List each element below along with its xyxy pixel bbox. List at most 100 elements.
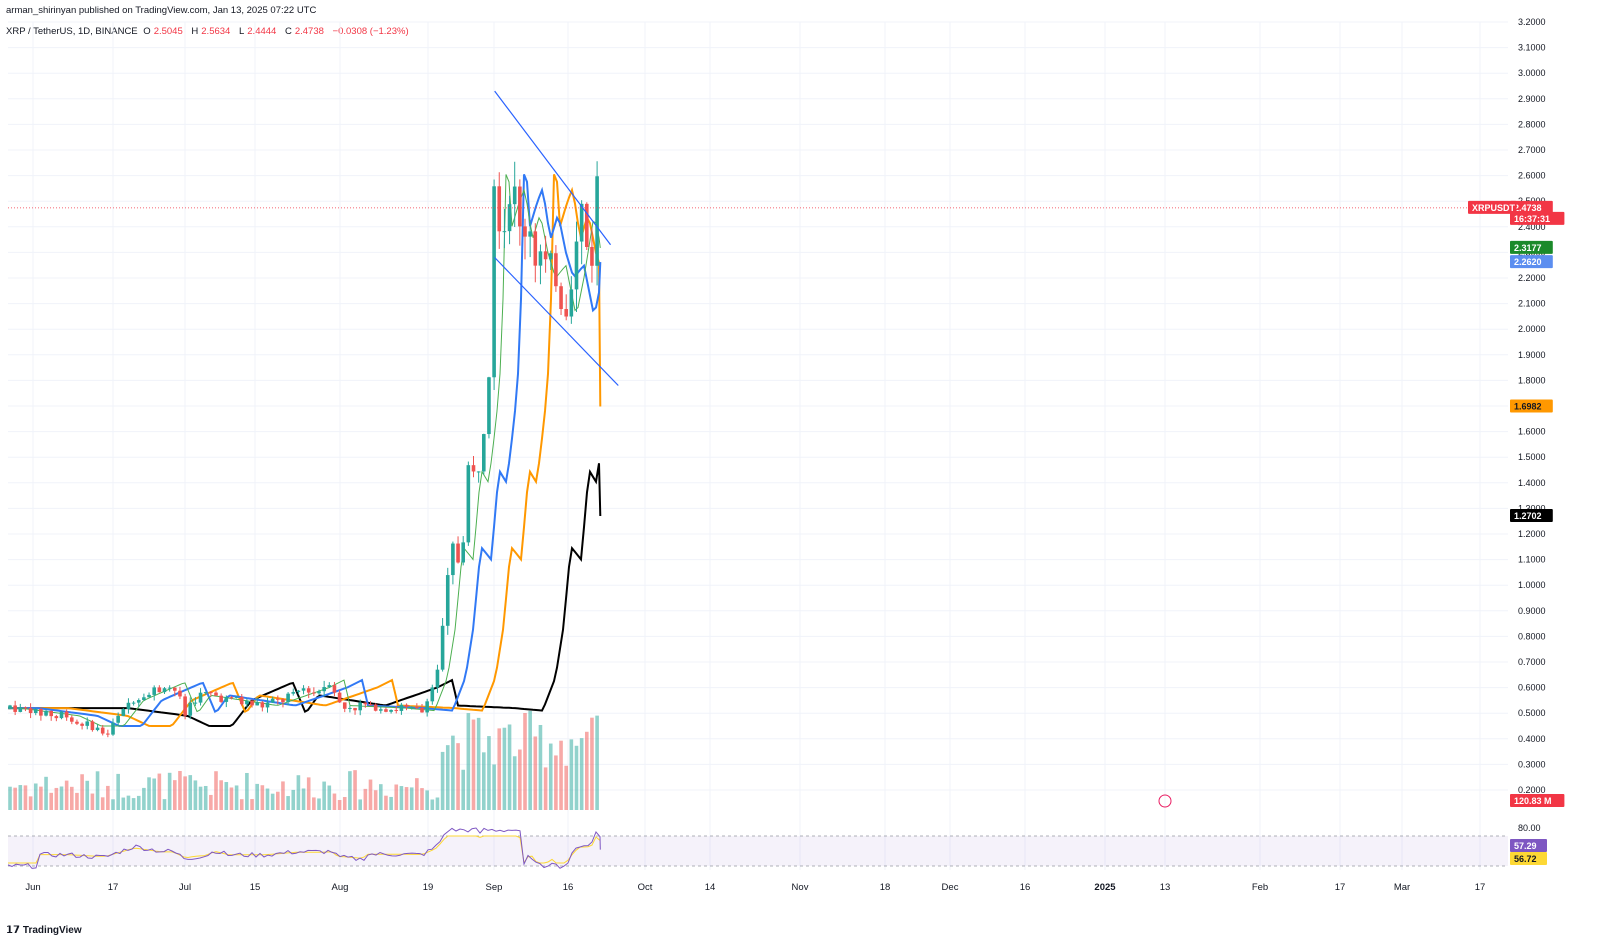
y-tick-label: 2.7000 (1518, 145, 1546, 155)
candle-body (507, 204, 512, 232)
volume-bar (198, 786, 203, 810)
candle-body (482, 434, 486, 472)
candle-body (363, 702, 368, 705)
candle-body (70, 717, 74, 722)
volume-bar (90, 793, 95, 810)
candle-body (136, 700, 141, 703)
volume-bar (131, 798, 136, 810)
volume-bar (64, 780, 69, 810)
volume-bar (487, 736, 491, 810)
candle-body (358, 702, 362, 711)
pair-label[interactable]: XRP / TetherUS, 1D, BINANCE (6, 26, 138, 37)
volume-bar (312, 797, 316, 810)
volume-bar (239, 799, 244, 810)
volume-bar (59, 786, 64, 810)
x-tick-label: Sep (486, 882, 503, 893)
candle-body (59, 711, 64, 719)
candle-body (152, 687, 156, 695)
candle-body (270, 698, 275, 703)
candle-body (384, 709, 388, 712)
volume-bar (23, 785, 28, 810)
candle-body (219, 695, 223, 702)
volume-bar (126, 795, 131, 810)
symbol-tag: XRPUSDT (1472, 203, 1516, 213)
ma100-tag: 1.6982 (1514, 401, 1542, 411)
volume-bar (461, 769, 465, 810)
candle-body (466, 465, 471, 543)
candle-body (585, 203, 589, 247)
rsi-tag: 57.29 (1514, 841, 1537, 851)
candle-body (100, 727, 105, 734)
y-tick-label: 3.1000 (1518, 43, 1546, 53)
candle-body (327, 685, 332, 688)
candle-body (121, 708, 126, 716)
lightning-icon (1158, 794, 1172, 808)
volume-bar (245, 772, 249, 810)
candle-body (389, 709, 393, 712)
volume-bar (353, 770, 357, 810)
candle-body (492, 186, 496, 378)
volume-bar (265, 788, 270, 810)
candle-body (451, 543, 455, 576)
volume-bar (39, 786, 43, 810)
candle-body (487, 377, 491, 435)
candle-body (255, 702, 259, 706)
volume-bar (518, 749, 522, 810)
candle-body (564, 309, 568, 317)
volume-bar (358, 799, 362, 810)
y-tick-label: 2.2000 (1518, 273, 1546, 283)
rsi-band (8, 836, 1508, 866)
volume-bar (121, 797, 126, 810)
x-tick-label: Jun (25, 882, 40, 893)
x-tick-label: Mar (1394, 882, 1410, 893)
volume-bar (33, 783, 38, 810)
volume-bar (559, 740, 563, 810)
candle-body (209, 692, 213, 694)
candle-body (8, 705, 12, 709)
volume-bar (543, 767, 548, 810)
candle-body (337, 692, 342, 703)
volume-bar (430, 799, 435, 810)
volume-bar (342, 797, 347, 810)
candle-body (574, 241, 579, 290)
candle-body (276, 698, 280, 700)
ma200-tag: 1.2702 (1514, 511, 1542, 521)
ma20-tag: 2.3177 (1514, 243, 1542, 253)
time-axis: Jun 17 Jul 15 Aug 19 Sep 16 Oct 14 Nov 18 Dec 16 2025 1… (25, 882, 1485, 893)
volume-bar (203, 785, 208, 810)
candle-body (301, 688, 306, 691)
candle-body (106, 733, 110, 735)
candle-body (281, 699, 285, 703)
ma200-line (8, 463, 602, 727)
candle-body (373, 704, 378, 711)
candle-body (415, 706, 419, 708)
candle-body (178, 690, 182, 697)
candle-body (224, 697, 229, 702)
candle-body (332, 685, 337, 693)
candle-body (559, 286, 563, 310)
tradingview-logo[interactable]: 𝟭𝟳 TradingView (6, 925, 82, 936)
y-tick-label: 1.8000 (1518, 375, 1546, 385)
volume-bar (224, 782, 229, 810)
y-tick-label: 2.8000 (1518, 119, 1546, 129)
volume-bar (332, 793, 337, 810)
candle-body (435, 669, 440, 688)
candle-body (579, 203, 584, 242)
candle-body (523, 226, 527, 237)
x-tick-label: 18 (880, 882, 891, 893)
y-tick-label: 0.7000 (1518, 657, 1546, 667)
candle-body (23, 707, 28, 709)
volume-bar (337, 799, 342, 810)
volume-bar (579, 738, 584, 810)
candle-body (476, 471, 481, 473)
volume-bar (183, 776, 187, 810)
tradingview-logo-icon: 𝟭𝟳 (6, 925, 20, 936)
volume-bar (492, 764, 496, 810)
candle-body (590, 246, 594, 266)
volume-bar (466, 713, 471, 810)
candle-body (49, 710, 53, 717)
volume-bar (95, 771, 100, 810)
volume-bar (136, 795, 141, 810)
ma100-tag-bg (1510, 399, 1553, 413)
